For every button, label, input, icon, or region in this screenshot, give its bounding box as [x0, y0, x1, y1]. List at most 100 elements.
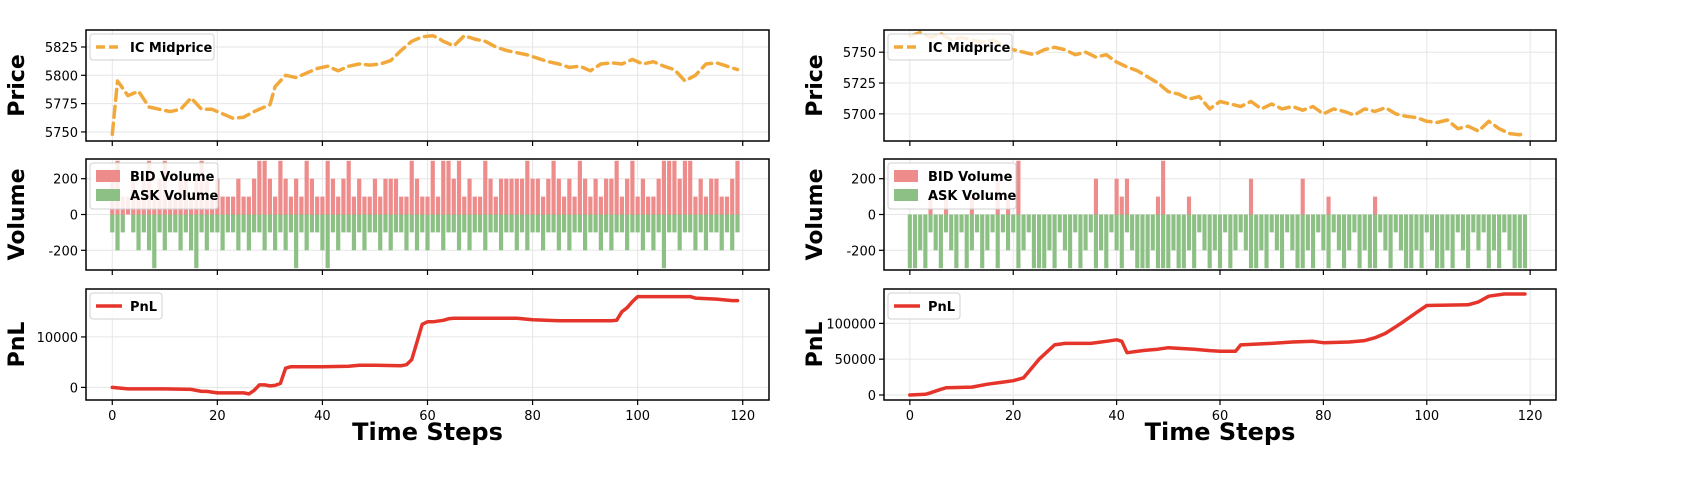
bid-volume-bar	[682, 160, 688, 215]
ask-volume-bar	[1109, 214, 1114, 233]
bid-volume-bar	[540, 196, 546, 215]
ask-volume-bar	[577, 214, 582, 233]
bid-volume-bar	[651, 196, 656, 215]
ask-volume-bar	[378, 214, 383, 251]
plot-area	[908, 292, 1527, 397]
ask-volume-bar	[735, 214, 740, 233]
ask-volume-bar	[907, 214, 912, 269]
ask-volume-bar	[1176, 214, 1181, 269]
ask-volume-bar	[225, 214, 230, 233]
ask-volume-bar	[1068, 214, 1073, 269]
ask-volume-bar	[409, 214, 414, 233]
bid-volume-bar	[719, 196, 724, 215]
ask-volume-bar	[315, 214, 320, 233]
bid-volume-bar	[383, 178, 388, 215]
bid-volume-bar	[630, 160, 635, 215]
bid-legend-swatch	[894, 170, 918, 182]
ask-volume-bar	[1295, 214, 1300, 269]
bid-volume-bar	[598, 196, 603, 215]
ask-volume-bar	[294, 214, 299, 269]
ask-volume-bar	[630, 214, 635, 233]
legend-label: ASK Volume	[130, 189, 219, 204]
ask-volume-bar	[194, 214, 199, 269]
ask-volume-bar	[1455, 214, 1460, 233]
ask-volume-bar	[1104, 214, 1109, 269]
ask-volume-bar	[1279, 214, 1285, 269]
y-tick-label: -200	[846, 244, 876, 259]
ask-volume-bar	[1450, 214, 1455, 269]
ask-volume-bar	[1388, 214, 1393, 269]
legend: BID Volume ASK Volume	[887, 162, 1017, 210]
ask-volume-bar	[1047, 214, 1052, 251]
bid-volume-bar	[735, 160, 740, 215]
ask-volume-bar	[1021, 214, 1026, 251]
ask-volume-bar	[661, 214, 667, 269]
bid-volume-bar	[604, 178, 609, 215]
bid-volume-bar	[488, 178, 493, 215]
ask-volume-bar	[593, 214, 598, 233]
plot-area	[907, 160, 1528, 269]
bid-volume-bar	[535, 178, 540, 215]
ask-volume-bar	[1186, 214, 1192, 251]
ask-volume-bar	[990, 214, 995, 233]
bid-volume-bar	[399, 196, 404, 215]
bid-volume-bar	[1124, 178, 1130, 215]
ask-volume-bar	[141, 214, 146, 233]
ask-volume-bar	[146, 214, 152, 251]
ask-volume-bar	[1192, 214, 1197, 269]
y-tick-label: 5800	[45, 69, 78, 84]
ask-volume-bar	[1161, 214, 1166, 269]
bid-volume-bar	[646, 196, 651, 215]
panel-left-price: 5750 5775 5800 5825 Price IC Midprice	[5, 29, 770, 146]
bid-volume-bar	[561, 196, 567, 215]
ask-volume-bar	[1037, 214, 1042, 269]
ask-volume-bar	[1130, 214, 1135, 251]
ask-volume-bar	[1088, 214, 1093, 233]
ask-volume-bar	[183, 214, 188, 233]
bid-volume-bar	[362, 196, 367, 215]
x-axis-label: Time Steps	[1145, 418, 1296, 446]
ask-volume-bar	[546, 214, 551, 233]
bid-volume-bar	[351, 196, 357, 215]
ask-volume-bar	[1150, 214, 1155, 251]
bid-volume-bar	[667, 160, 672, 215]
ask-volume-bar	[309, 214, 315, 233]
bid-volume-bar	[688, 160, 693, 215]
bid-volume-bar	[577, 160, 582, 215]
y-tick-label: 0	[868, 209, 876, 224]
ask-volume-bar	[551, 214, 556, 233]
ask-volume-bar	[1254, 214, 1259, 269]
legend: PnL	[89, 292, 163, 320]
bid-volume-bar	[730, 178, 735, 215]
ask-volume-bar	[1233, 214, 1238, 251]
ask-volume-bar	[1026, 214, 1031, 233]
legend-box	[887, 162, 1017, 210]
bid-volume-bar	[336, 196, 341, 215]
bid-volume-bar	[462, 196, 467, 215]
bid-volume-bar	[640, 178, 646, 215]
ask-volume-bar	[136, 214, 141, 251]
legend-label: BID Volume	[130, 170, 215, 185]
ask-volume-bar	[1460, 214, 1466, 251]
y-tick-label: 5775	[45, 98, 78, 113]
ask-volume-bar	[995, 214, 1000, 269]
legend-box	[89, 292, 163, 320]
ask-volume-bar	[535, 214, 540, 233]
ask-volume-bar	[959, 214, 964, 233]
ask-volume-bar	[299, 214, 304, 233]
ask-volume-bar	[283, 214, 288, 251]
ask-volume-bar	[1238, 214, 1243, 233]
ask-volume-bar	[262, 214, 267, 251]
bid-volume-bar	[262, 160, 267, 215]
bid-volume-bar	[441, 160, 446, 215]
bid-volume-bar	[593, 178, 598, 215]
bid-volume-bar	[625, 178, 630, 215]
y-axis-label: Price	[803, 54, 828, 116]
bid-volume-bar	[703, 196, 709, 215]
bid-volume-bar	[519, 178, 525, 215]
bid-volume-bar	[414, 178, 420, 215]
bid-volume-bar	[220, 196, 225, 215]
ask-volume-bar	[1471, 214, 1476, 233]
bid-volume-bar	[456, 160, 462, 215]
ask-volume-bar	[693, 214, 698, 251]
